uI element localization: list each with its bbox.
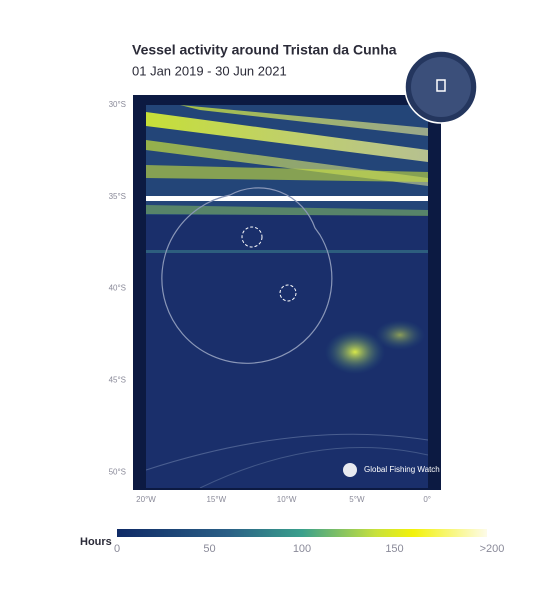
lat-label: 40°S xyxy=(109,284,126,293)
lat-label: 35°S xyxy=(109,192,126,201)
legend-title: Hours xyxy=(80,536,112,548)
globe-inset xyxy=(411,57,471,117)
subtitle: 01 Jan 2019 - 30 Jun 2021 xyxy=(132,63,287,78)
color-bar xyxy=(117,529,487,537)
lon-label: 20°W xyxy=(136,495,156,504)
legend-tick-label: >200 xyxy=(480,543,505,555)
lat-label: 45°S xyxy=(109,376,126,385)
lon-label: 5°W xyxy=(349,495,365,504)
lon-label: 10°W xyxy=(277,495,297,504)
legend-tick-label: 100 xyxy=(293,543,311,555)
legend-tick-label: 50 xyxy=(203,543,215,555)
title: Vessel activity around Tristan da Cunha xyxy=(132,42,397,58)
globe-inset xyxy=(436,79,446,92)
lat-label: 50°S xyxy=(109,467,126,476)
attribution: Global Fishing Watch xyxy=(364,465,440,474)
legend-tick-label: 150 xyxy=(385,543,403,555)
heatmap xyxy=(146,105,428,488)
lon-label: 0° xyxy=(423,495,431,504)
lon-label: 15°W xyxy=(206,495,226,504)
legend-tick-label: 0 xyxy=(114,543,120,555)
lat-label: 30°S xyxy=(109,100,126,109)
